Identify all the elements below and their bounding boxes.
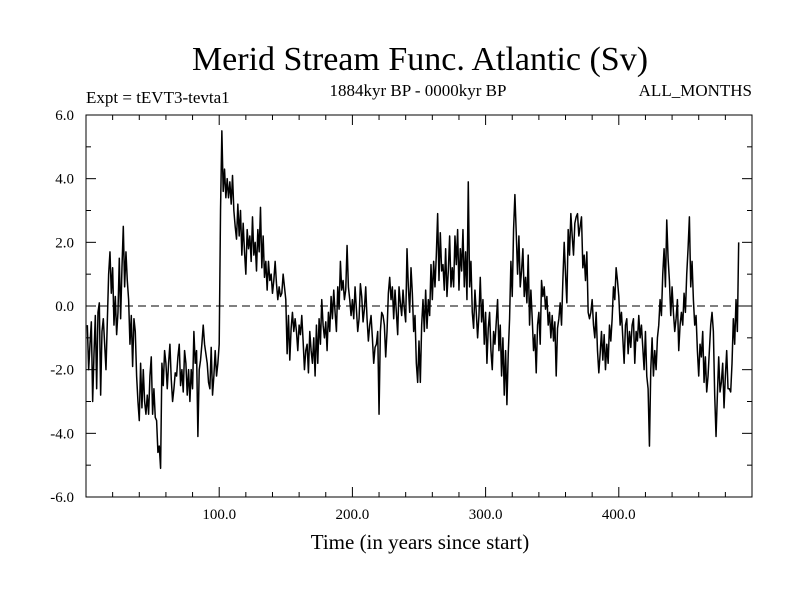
- y-tick-label: -2.0: [50, 363, 74, 379]
- months-label: ALL_MONTHS: [639, 81, 752, 100]
- experiment-label: Expt = tEVT3-tevta1: [86, 88, 230, 107]
- y-tick-label: 2.0: [55, 235, 74, 251]
- y-tick-label: -6.0: [50, 490, 74, 506]
- y-tick-label: -4.0: [50, 426, 74, 442]
- data-line: [86, 130, 740, 470]
- plot-frame: [85, 114, 753, 498]
- chart-title: Merid Stream Func. Atlantic (Sv): [192, 41, 648, 78]
- y-tick-label: 4.0: [55, 172, 74, 188]
- x-tick-label: 400.0: [602, 507, 636, 523]
- tick-labels: 100.0 200.0 300.0 400.0 6.0 4.0 2.0 0.0 -2.0 -4.0…: [50, 108, 635, 523]
- y-tick-label: 0.0: [55, 299, 74, 315]
- time-range-label: 1884kyr BP - 0000kyr BP: [330, 81, 507, 100]
- x-tick-label: 100.0: [202, 507, 236, 523]
- x-tick-label: 300.0: [469, 507, 503, 523]
- x-axis-label: Time (in years since start): [311, 530, 530, 554]
- x-tick-label: 200.0: [336, 507, 370, 523]
- y-tick-label: 6.0: [55, 108, 74, 124]
